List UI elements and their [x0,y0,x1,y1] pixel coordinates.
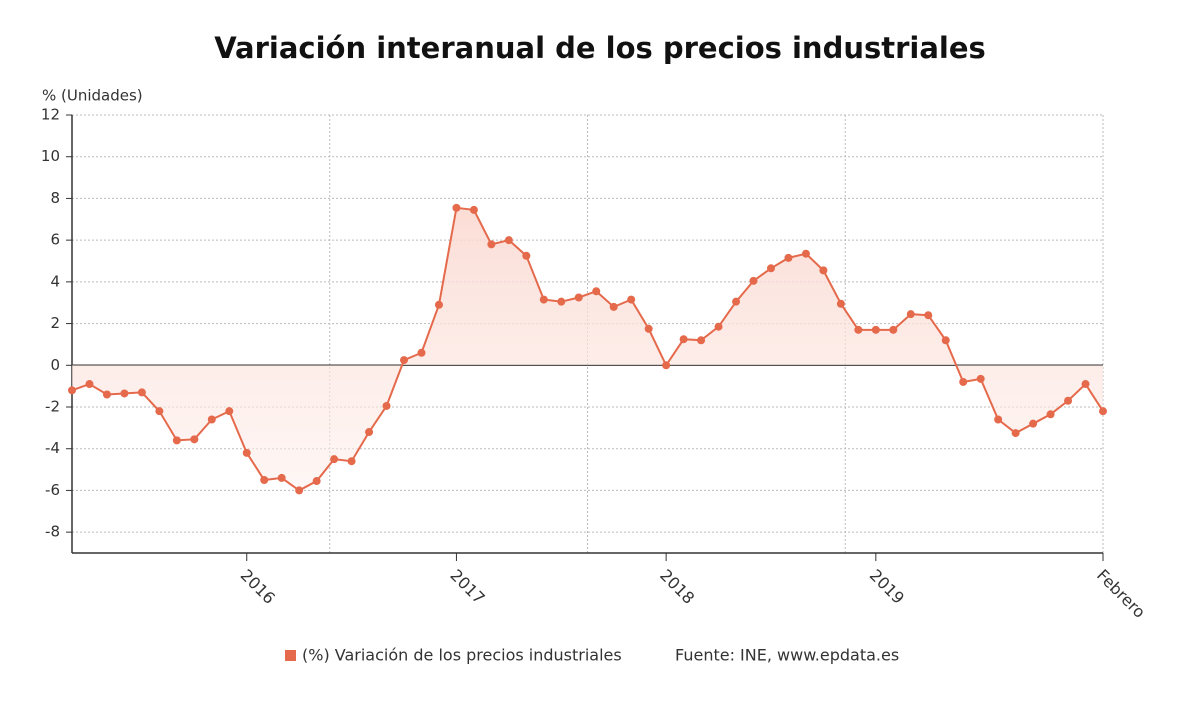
point [400,356,409,365]
legend: (%) Variación de los precios industriale… [285,646,899,665]
x-tick-label: 2018 [656,566,698,608]
y-tick-label: 6 [50,231,60,249]
x-tick-label: Febrero [1093,566,1149,622]
legend-label: (%) Variación de los precios industriale… [302,646,622,665]
point [959,377,968,386]
point [1081,380,1090,389]
y-tick-label: 8 [50,189,60,207]
y-tick-label: 10 [41,147,60,165]
point [312,477,321,486]
area [72,207,1103,491]
point [557,297,566,306]
point [504,236,513,245]
point [889,325,898,334]
point [102,390,111,399]
y-tick-label: -6 [45,481,60,499]
y-tick-label: -2 [45,398,60,416]
point [330,455,339,464]
source: Fuente: INE, www.epdata.es [675,646,899,665]
point [225,407,234,416]
point [609,302,618,311]
point [137,388,146,397]
point [592,287,601,296]
point [207,415,216,424]
point [819,266,828,275]
point [871,325,880,334]
point [155,407,164,416]
point [644,324,653,333]
point [242,448,251,457]
point [801,249,810,258]
y-tick-label: 0 [50,356,60,374]
point [994,415,1003,424]
point [382,401,391,410]
point [539,295,548,304]
y-tick-label: 4 [50,272,60,290]
y-tick-label: -8 [45,523,60,541]
point [714,322,723,331]
point [452,203,461,212]
line [71,206,1104,492]
point [1011,429,1020,438]
point [469,205,478,214]
x-tick-label: 2017 [446,566,488,608]
point [1046,410,1055,419]
chart-title: Variación interanual de los precios indu… [214,31,986,65]
point [662,361,671,370]
point [784,253,793,262]
y-tick-label: 2 [50,314,60,332]
x-tick-label: 2019 [866,566,908,608]
point [627,295,636,304]
y-tick-label: 12 [41,106,60,124]
y-tick-label: -4 [45,439,60,457]
legend-swatch [285,650,296,661]
point [697,336,706,345]
point [347,457,356,466]
point [295,486,304,495]
point [906,310,915,319]
y-axis-label: % (Unidades) [42,87,143,105]
x-tick-label: 2016 [237,566,279,608]
point [854,325,863,334]
point [766,264,775,273]
point [172,436,181,445]
point [434,300,443,309]
point [1029,419,1038,428]
point [976,374,985,383]
point [277,473,286,482]
point [85,380,94,389]
point [120,389,129,398]
point [732,297,741,306]
point [924,311,933,320]
point [749,276,758,285]
point [1064,396,1073,405]
point [68,386,76,395]
point [417,348,426,357]
point [522,251,531,260]
point [260,476,269,484]
point [836,299,845,308]
point [487,240,496,249]
point [1099,407,1107,416]
point [679,335,688,344]
point [574,293,583,302]
point [365,428,374,437]
point [190,435,199,444]
point [941,336,950,345]
